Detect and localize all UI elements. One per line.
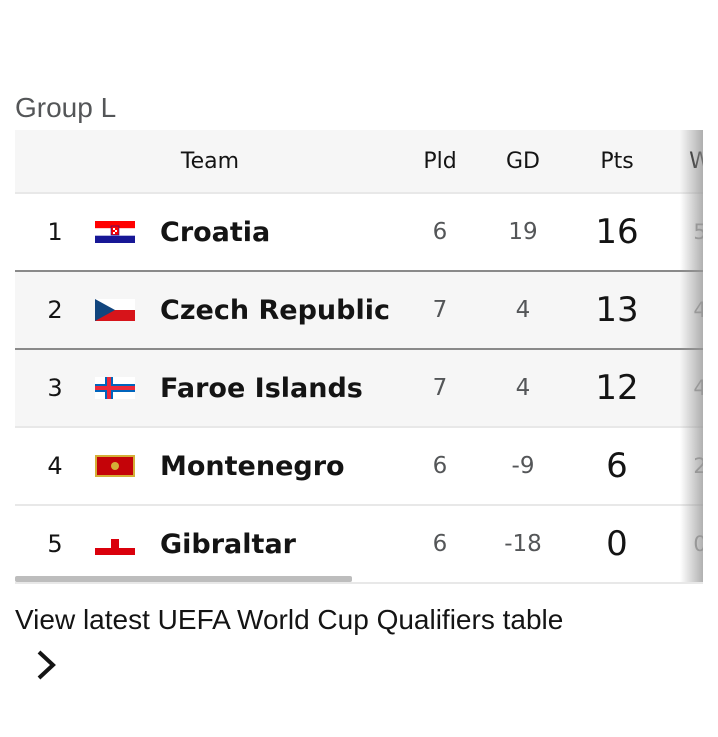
header-gd: GD	[506, 148, 540, 174]
rank: 3	[47, 374, 63, 402]
horizontal-scrollbar[interactable]	[15, 576, 352, 582]
goal-difference: 19	[508, 219, 538, 245]
goal-difference: 4	[515, 297, 531, 323]
team-name[interactable]: Czech Republic	[160, 294, 390, 326]
chevron-right-icon[interactable]	[33, 648, 63, 682]
croatia-flag-icon	[95, 221, 135, 243]
goal-difference: -18	[504, 531, 542, 557]
team-name[interactable]: Croatia	[160, 216, 271, 248]
table-row: 1 Croatia 6 19 16 5	[15, 194, 703, 272]
team-name[interactable]: Montenegro	[160, 450, 345, 482]
table-header: Team Pld GD Pts W	[15, 130, 703, 194]
header-pts: Pts	[600, 148, 634, 174]
scroll-shadow	[680, 130, 703, 582]
goal-difference: 4	[515, 375, 531, 401]
montenegro-flag-icon	[95, 455, 135, 477]
points: 12	[595, 368, 639, 408]
played: 6	[432, 453, 448, 479]
rank: 5	[47, 530, 63, 558]
points: 6	[606, 446, 628, 486]
header-pld: Pld	[423, 148, 457, 174]
played: 6	[432, 219, 448, 245]
group-title: Group L	[15, 92, 117, 123]
played: 6	[432, 531, 448, 557]
table-row: 5 Gibraltar 6 -18 0 0	[15, 506, 703, 584]
points: 16	[595, 212, 639, 252]
view-full-table-link[interactable]: View latest UEFA World Cup Qualifiers ta…	[15, 604, 564, 635]
goal-difference: -9	[511, 453, 535, 479]
standings-table[interactable]: Team Pld GD Pts W 1 Croatia 6 19 16 5 2 …	[15, 130, 703, 584]
team-name[interactable]: Gibraltar	[160, 528, 296, 560]
played: 7	[432, 375, 448, 401]
gibraltar-flag-icon	[95, 533, 135, 555]
team-name[interactable]: Faroe Islands	[160, 372, 363, 404]
header-team: Team	[180, 148, 240, 174]
table-row: 3 Faroe Islands 7 4 12 4	[15, 350, 703, 428]
czech-flag-icon	[95, 299, 135, 321]
rank: 4	[47, 452, 63, 480]
played: 7	[432, 297, 448, 323]
rank: 2	[47, 296, 63, 324]
rank: 1	[47, 218, 63, 246]
table-row: 4 Montenegro 6 -9 6 2	[15, 428, 703, 506]
table-row: 2 Czech Republic 7 4 13 4	[15, 272, 703, 350]
points: 0	[606, 524, 628, 564]
points: 13	[595, 290, 639, 330]
faroe-flag-icon	[95, 377, 135, 399]
